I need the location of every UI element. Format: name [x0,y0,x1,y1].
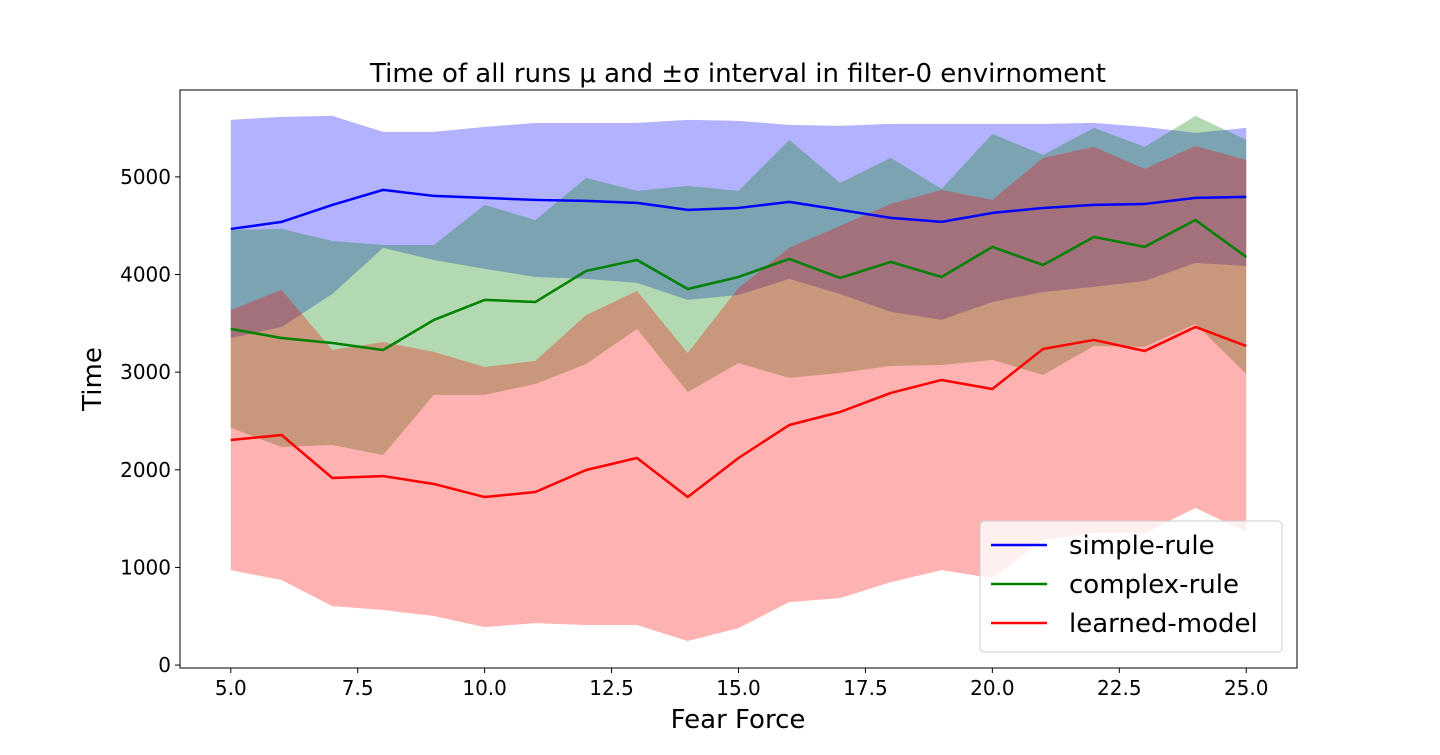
y-axis-label: Time [78,347,108,412]
legend-label-complex-rule: complex-rule [1069,570,1239,600]
x-tick-label: 12.5 [589,676,634,700]
x-tick-label: 17.5 [843,676,888,700]
y-tick-label: 0 [158,653,171,677]
legend-label-simple-rule: simple-rule [1069,531,1215,561]
x-tick-label: 22.5 [1097,676,1142,700]
line-simple-rule [230,188,1247,231]
x-axis-label: Fear Force [671,705,806,735]
band-learned-model [230,145,1247,642]
line-learned-model [230,325,1247,499]
x-tick-label: 10.0 [462,676,507,700]
x-tick-label: 5.0 [215,676,247,700]
y-tick-label: 1000 [120,555,171,579]
y-tick-label: 3000 [120,360,171,384]
x-tick-label: 7.5 [342,676,374,700]
x-tick-label: 25.0 [1224,676,1269,700]
y-tick-label: 4000 [120,263,171,287]
legend: simple-rule complex-rule learned-model [979,520,1283,653]
x-tick-label: 15.0 [716,676,761,700]
y-tick-label: 5000 [120,165,171,189]
line-complex-rule [230,218,1247,352]
band-complex-rule [230,115,1247,456]
legend-box [979,520,1283,653]
band-simple-rule [230,115,1247,338]
legend-label-learned-model: learned-model [1069,609,1258,639]
y-tick-label: 2000 [120,458,171,482]
chart-title: Time of all runs μ and ±σ interval in fi… [369,59,1106,89]
x-tick-label: 20.0 [970,676,1015,700]
